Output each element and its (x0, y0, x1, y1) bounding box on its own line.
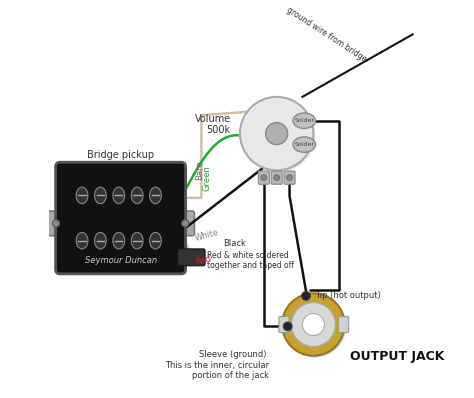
Text: Bridge pickup: Bridge pickup (87, 150, 154, 160)
Ellipse shape (113, 232, 125, 249)
Text: Black: Black (223, 239, 246, 248)
FancyBboxPatch shape (338, 316, 349, 333)
Circle shape (274, 175, 280, 181)
Ellipse shape (293, 137, 316, 152)
Circle shape (261, 175, 267, 181)
Text: Solder: Solder (294, 118, 314, 123)
FancyBboxPatch shape (178, 249, 205, 266)
Text: Green: Green (202, 165, 211, 191)
Ellipse shape (94, 232, 106, 249)
FancyBboxPatch shape (47, 211, 65, 236)
FancyBboxPatch shape (176, 211, 194, 236)
Text: Volume
500k: Volume 500k (194, 113, 231, 135)
Circle shape (284, 295, 346, 357)
Ellipse shape (76, 187, 88, 204)
Text: Seymour Duncan: Seymour Duncan (84, 256, 157, 265)
Circle shape (182, 220, 189, 227)
FancyBboxPatch shape (279, 316, 289, 333)
Circle shape (283, 322, 292, 331)
Ellipse shape (293, 113, 316, 129)
Ellipse shape (113, 187, 125, 204)
Circle shape (242, 99, 315, 172)
Ellipse shape (150, 187, 161, 204)
Ellipse shape (76, 232, 88, 249)
FancyBboxPatch shape (55, 162, 186, 274)
Ellipse shape (131, 187, 143, 204)
Text: White: White (194, 228, 220, 243)
Circle shape (52, 220, 60, 227)
FancyBboxPatch shape (271, 171, 282, 184)
Text: ground wire from bridge: ground wire from bridge (285, 6, 368, 64)
Circle shape (301, 291, 310, 300)
Text: Tip (hot output): Tip (hot output) (315, 291, 381, 300)
Text: Bare: Bare (195, 160, 204, 180)
Circle shape (287, 175, 292, 181)
Ellipse shape (131, 232, 143, 249)
Circle shape (282, 293, 345, 356)
Text: Red: Red (194, 254, 212, 267)
FancyBboxPatch shape (258, 171, 269, 184)
Ellipse shape (150, 232, 161, 249)
Text: Red & white soldered
together and taped off: Red & white soldered together and taped … (207, 251, 294, 270)
Ellipse shape (94, 187, 106, 204)
Circle shape (302, 314, 324, 336)
Circle shape (265, 123, 288, 144)
Text: Solder: Solder (294, 142, 314, 147)
Circle shape (240, 97, 313, 170)
Text: Sleeve (ground).
This is the inner, circular
portion of the jack: Sleeve (ground). This is the inner, circ… (165, 350, 269, 380)
FancyBboxPatch shape (284, 171, 295, 184)
Circle shape (292, 302, 336, 347)
Text: OUTPUT JACK: OUTPUT JACK (350, 350, 445, 363)
